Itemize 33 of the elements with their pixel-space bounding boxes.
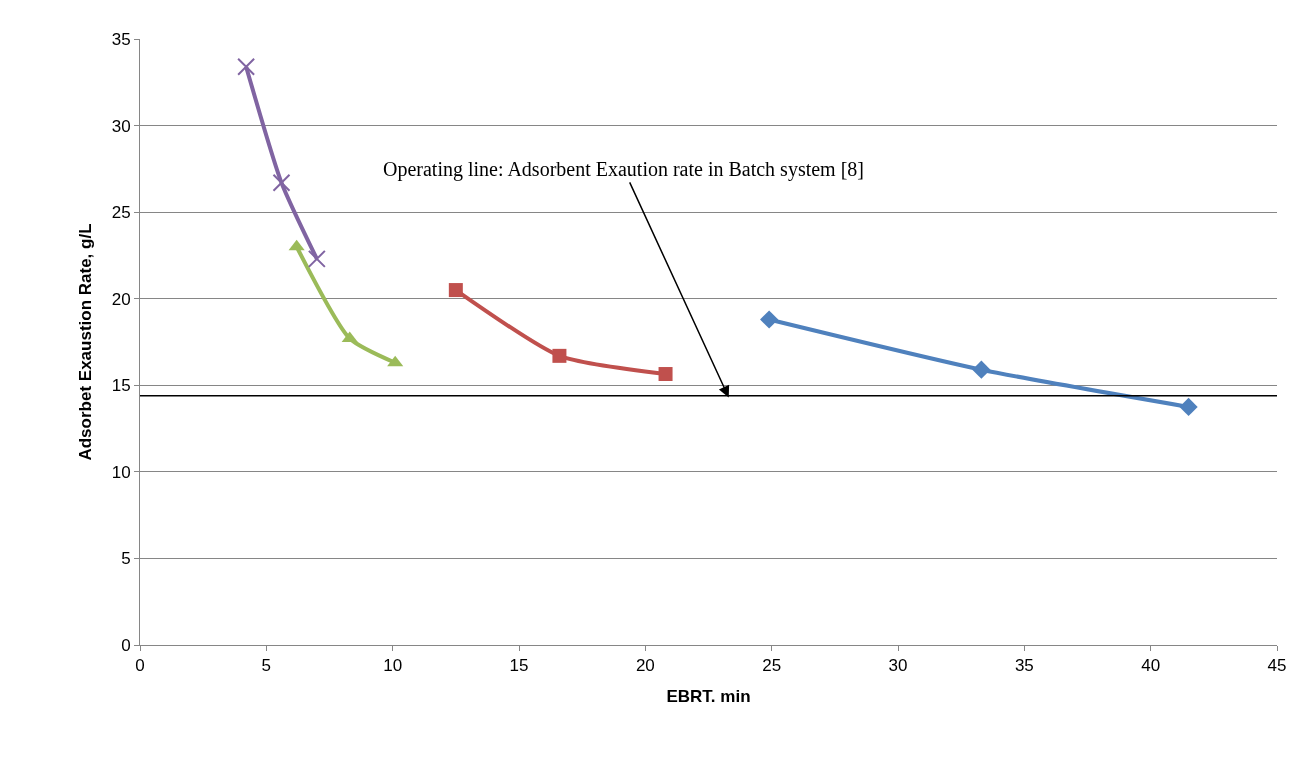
- y-axis-title: Adsorbet Exaustion Rate, g/L: [76, 223, 96, 461]
- x-tick-label: 25: [762, 656, 782, 676]
- y-tick-label: 25: [111, 203, 131, 223]
- point: [237, 57, 256, 76]
- x-tick-label: 0: [135, 656, 145, 676]
- y-tick-label: 10: [111, 462, 131, 482]
- point: [288, 239, 305, 251]
- x-tick-label: 20: [635, 656, 655, 676]
- y-tick-label: 20: [111, 289, 131, 309]
- y-tick-label: 5: [121, 549, 131, 569]
- x-tick-label: 35: [1014, 656, 1034, 676]
- point: [307, 249, 326, 268]
- y-tick-label: 0: [121, 635, 131, 655]
- point: [341, 331, 358, 343]
- point: [387, 355, 404, 367]
- annotation: Operating line: Adsorbent Exaution rate in Batch system [8]: [383, 158, 864, 181]
- y-tick-label: 35: [111, 29, 131, 49]
- x-tick-label: 30: [888, 656, 908, 676]
- x-tick-label: 15: [509, 656, 529, 676]
- x-tick-label: 45: [1267, 656, 1287, 676]
- point: [760, 310, 779, 329]
- point: [972, 360, 991, 379]
- x-tick-label: 40: [1141, 656, 1161, 676]
- y-tick-label: 30: [111, 116, 131, 136]
- point: [272, 173, 291, 192]
- point: [552, 348, 567, 363]
- y-tick-label: 15: [111, 376, 131, 396]
- x-axis-title: EBRT. min: [666, 686, 751, 706]
- x-tick-label: 5: [261, 656, 272, 676]
- point: [1179, 397, 1198, 417]
- point: [658, 367, 673, 382]
- point: [448, 283, 463, 298]
- x-tick-label: 10: [383, 656, 403, 676]
